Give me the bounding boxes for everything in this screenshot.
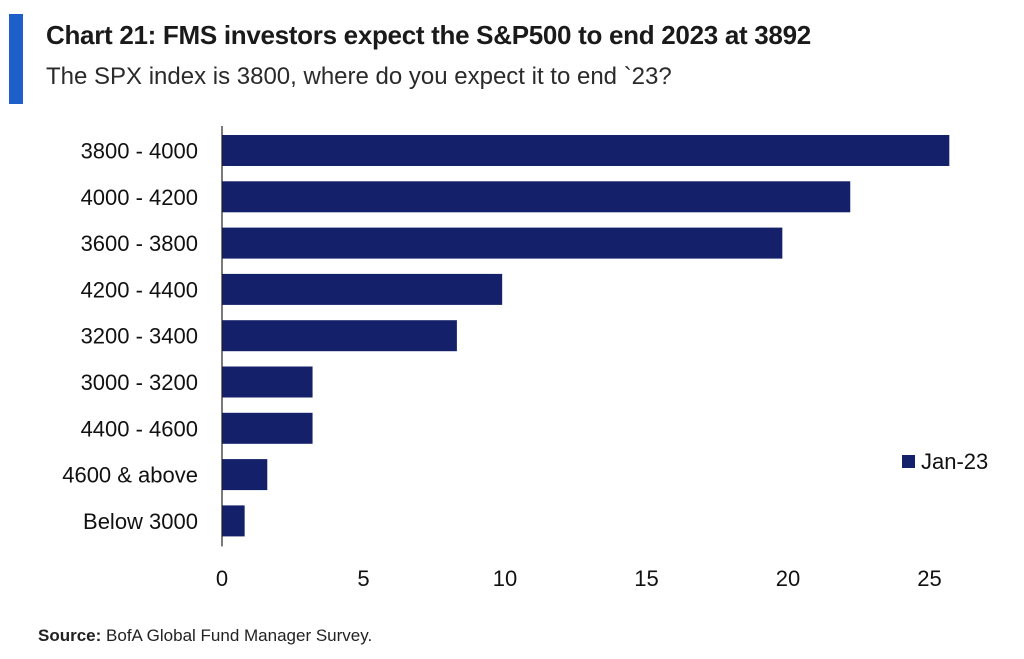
chart-title: Chart 21: FMS investors expect the S&P50…	[46, 20, 811, 50]
bar-4200-4400	[222, 273, 503, 305]
bar-4600-above	[222, 459, 268, 491]
bar-3800-4000	[222, 135, 950, 166]
source-label: Source:	[38, 626, 102, 645]
category-label: 3000 - 3200	[81, 370, 198, 395]
bar-3600-3800	[222, 227, 783, 259]
bar-4000-4200	[222, 181, 851, 213]
bar-4400-4600	[222, 412, 313, 444]
x-tick-label: 15	[634, 566, 658, 591]
category-label: 4400 - 4600	[81, 416, 198, 441]
legend-label: Jan-23	[921, 449, 988, 474]
chart-subtitle: The SPX index is 3800, where do you expe…	[46, 63, 672, 90]
source-text: BofA Global Fund Manager Survey.	[106, 626, 373, 645]
bars-group	[222, 135, 950, 537]
category-label: Below 3000	[83, 509, 198, 534]
legend-swatch	[902, 455, 915, 468]
category-labels: 3800 - 4000 4000 - 4200 3600 - 3800 4200 - …	[62, 139, 198, 534]
category-label: 3800 - 4000	[81, 139, 198, 164]
category-label: 4600 & above	[62, 463, 198, 488]
title-accent-bar	[9, 14, 23, 104]
category-label: 3200 - 3400	[81, 324, 198, 349]
x-tick-label: 10	[493, 566, 517, 591]
x-tick-label: 20	[776, 566, 800, 591]
bar-3200-3400	[222, 320, 457, 352]
x-tick-label: 25	[917, 566, 941, 591]
bar-below-3000	[222, 505, 245, 537]
x-tick-label: 5	[357, 566, 369, 591]
category-label: 3600 - 3800	[81, 231, 198, 256]
legend: Jan-23	[902, 449, 988, 474]
source-note: Source: BofA Global Fund Manager Survey.	[38, 626, 372, 646]
bar-chart: 3800 - 4000 4000 - 4200 3600 - 3800 4200 - …	[62, 126, 988, 591]
category-label: 4000 - 4200	[81, 185, 198, 210]
bar-3000-3200	[222, 366, 313, 398]
x-tick-labels: 0 5 10 15 20 25	[216, 566, 942, 591]
category-label: 4200 - 4400	[81, 277, 198, 302]
x-tick-label: 0	[216, 566, 228, 591]
